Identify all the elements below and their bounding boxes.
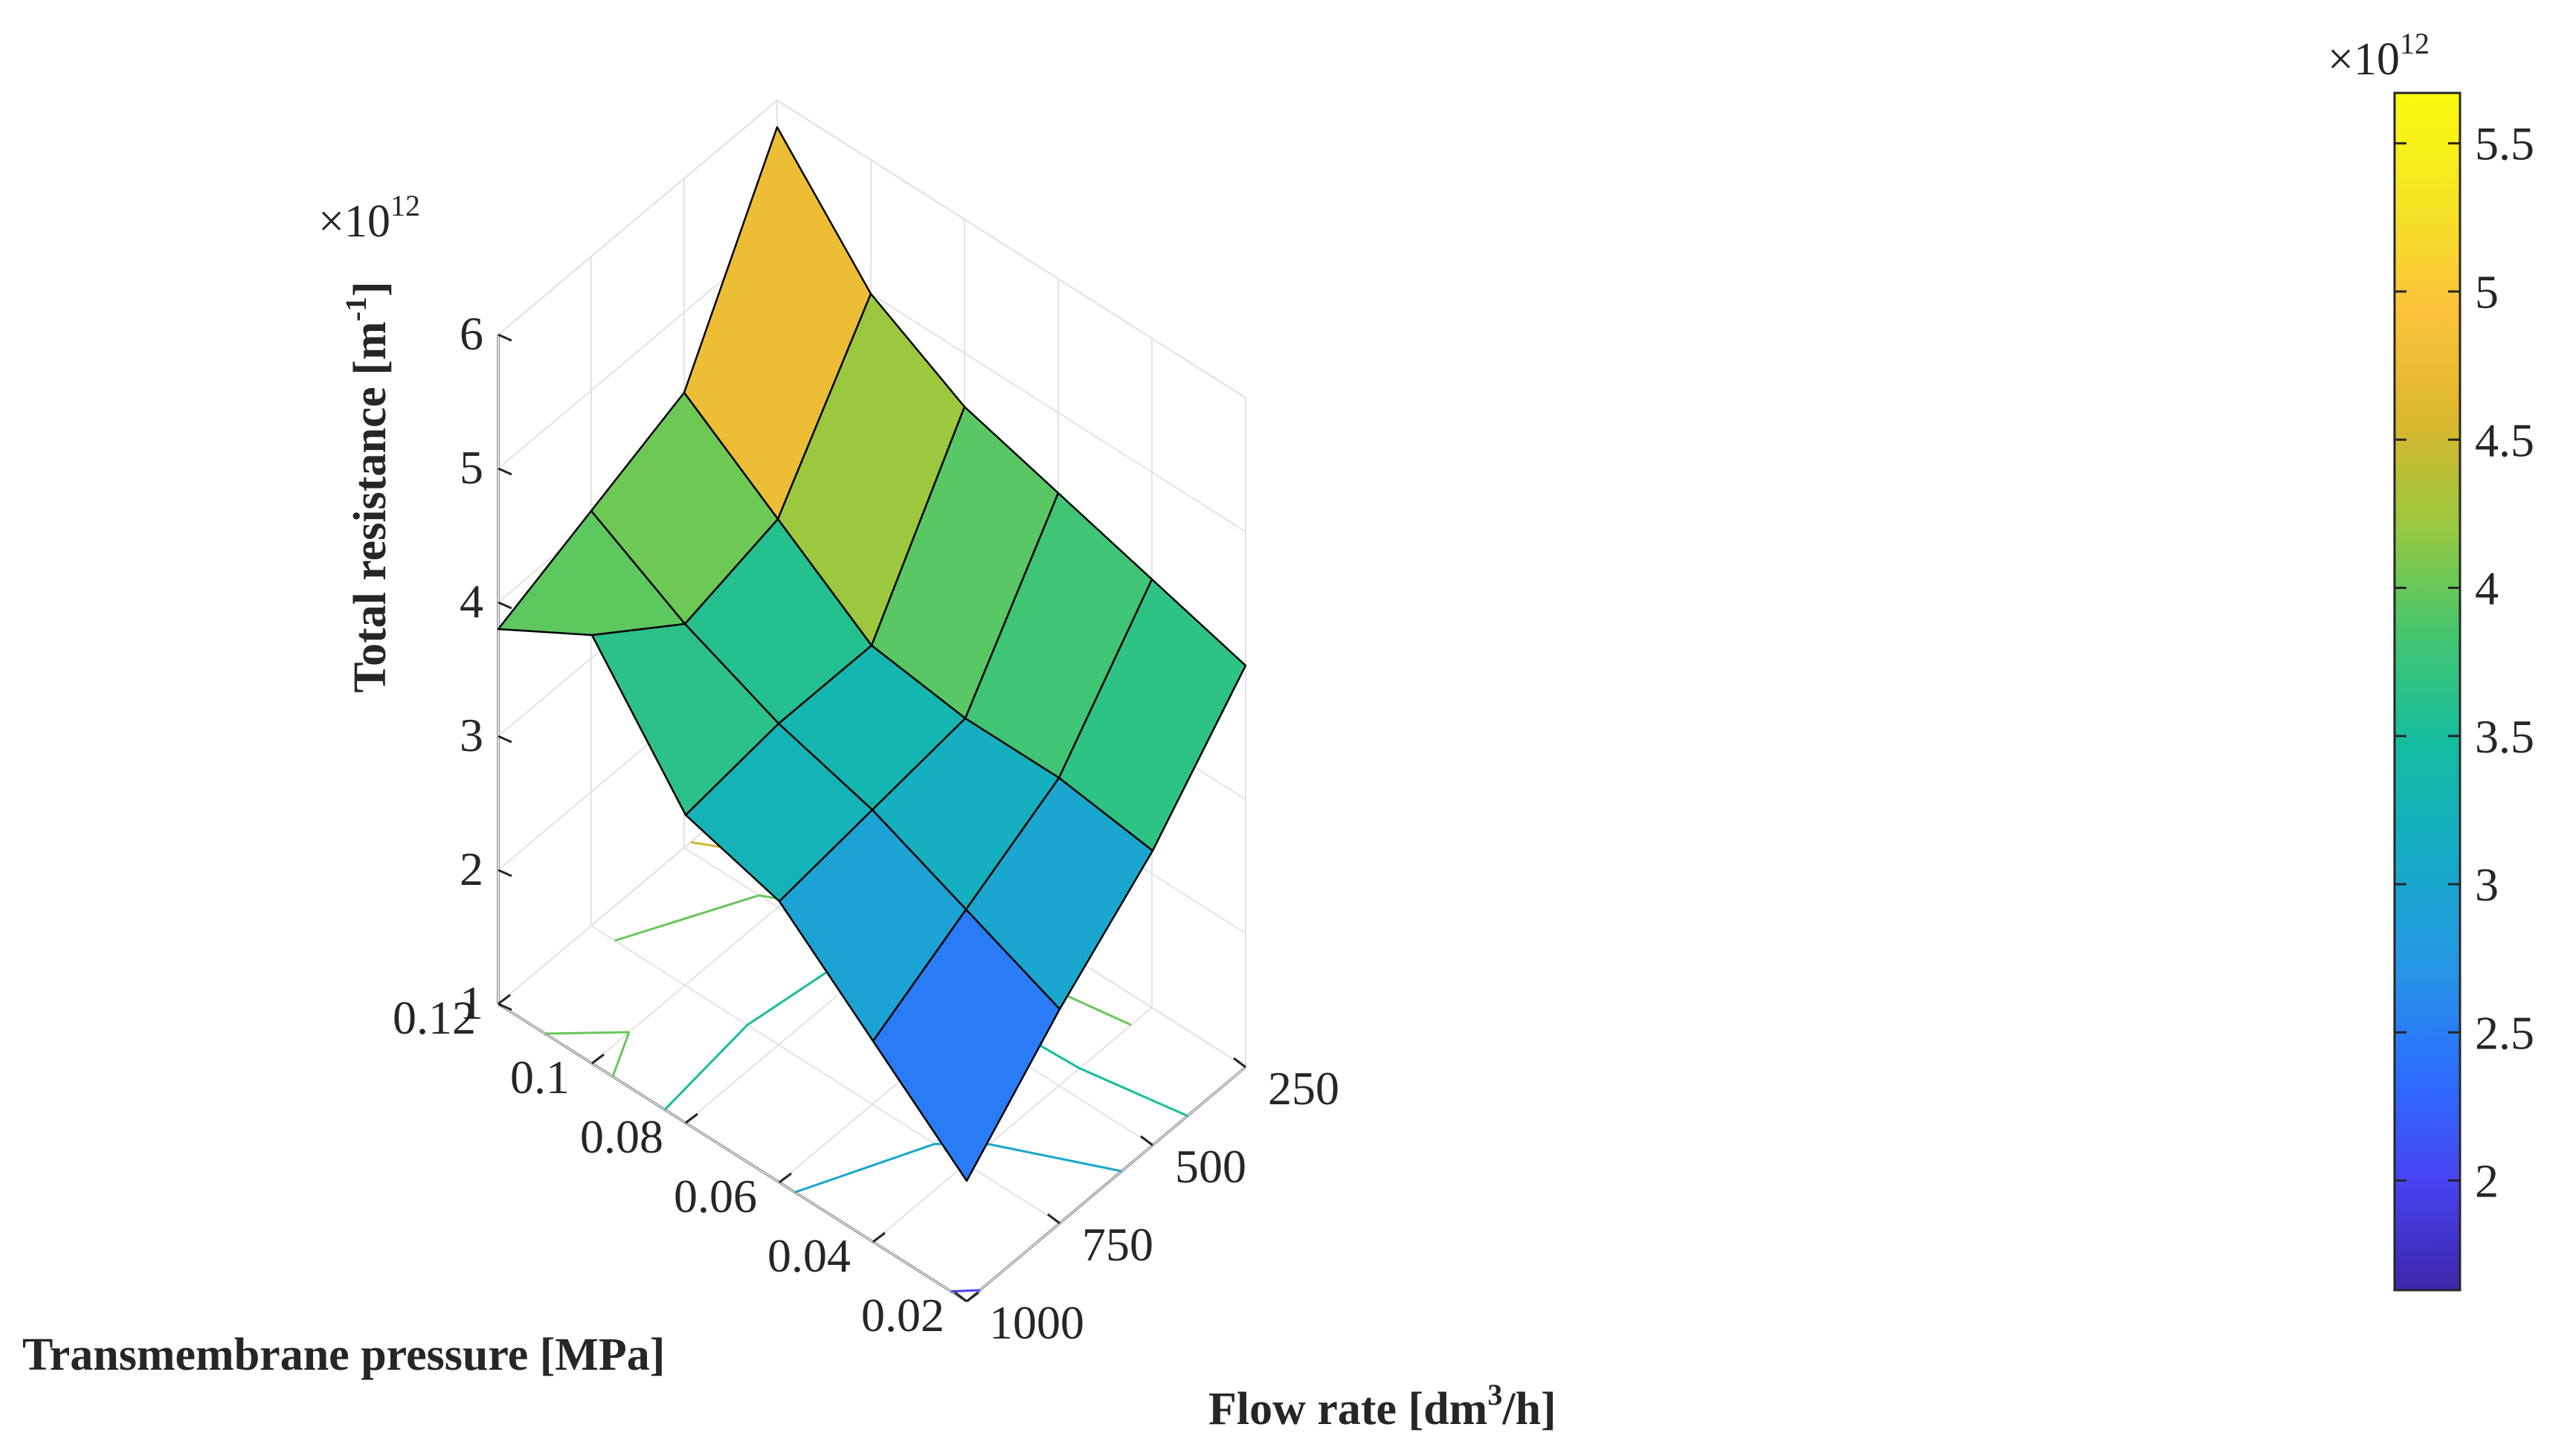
contour-line [615,895,759,941]
tmp-tick-mark [779,1173,791,1182]
z-tick-label: 4 [460,575,483,628]
tmp-tick-label: 0.12 [393,991,476,1044]
tmp-tick-label: 0.04 [767,1229,851,1282]
colorbar-tick-label: 3.5 [2475,710,2534,763]
tmp-tick-label: 0.08 [580,1110,663,1163]
contour-line [989,1144,1121,1171]
colorbar [2395,93,2460,1290]
colorbar-tick-label: 2 [2475,1155,2499,1208]
z-tick-label: 2 [460,843,483,895]
tmp-tick-mark [498,995,510,1004]
tmp-tick-label: 0.06 [674,1170,757,1223]
colorbar-tick-label: 5 [2475,265,2499,318]
tmp-tick-mark [967,1292,979,1301]
flow-tick-mark [1048,1214,1060,1223]
x-axis-label: Flow rate [dm3/h] [1208,1378,1556,1434]
z-tick-mark [498,335,512,341]
flow-tick-label: 500 [1175,1140,1246,1193]
contour-line [665,1025,747,1109]
flow-tick-label: 250 [1268,1062,1339,1115]
tmp-tick-mark [592,1054,604,1063]
colorbar-tick-label: 4.5 [2475,413,2534,466]
flow-tick-label: 1000 [989,1296,1084,1349]
y-axis-label: Transmembrane pressure [MPa] [22,1330,665,1380]
colorbar-tick-label: 5.5 [2475,117,2534,170]
contour-line [951,1290,980,1292]
colorbar-tick-label: 3 [2475,858,2499,911]
z-tick-mark [498,602,512,608]
flow-tick-label: 750 [1082,1218,1153,1271]
tmp-tick-mark [686,1114,698,1123]
contour-line [545,1032,629,1034]
z-tick-label: 5 [460,441,483,494]
z-tick-mark [498,468,512,474]
tmp-tick-mark [873,1233,885,1242]
tmp-tick-label: 0.1 [510,1051,570,1104]
colorbar-tick-label: 2.5 [2475,1006,2534,1059]
colorbar-multiplier: ×1012 [2328,27,2430,85]
flow-tick-mark [1234,1058,1246,1067]
z-tick-mark [498,870,512,876]
flow-tick-mark [955,1292,967,1301]
z-tick-label: 3 [460,709,483,761]
z-tick-mark [498,736,512,742]
z-axis-label: Total resistance [m-1] [339,281,396,692]
z-multiplier: ×1012 [318,189,420,247]
colorbar-tick-label: 4 [2475,562,2499,615]
tmp-tick-label: 0.02 [861,1289,944,1341]
z-tick-label: 6 [460,307,483,360]
flow-tick-mark [1141,1136,1153,1145]
